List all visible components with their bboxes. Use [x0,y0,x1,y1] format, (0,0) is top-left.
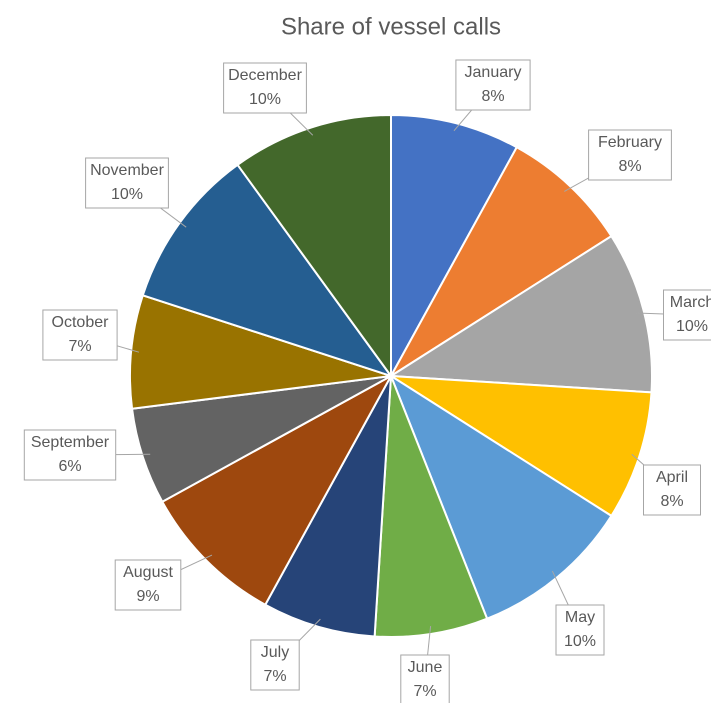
value-label: 10% [111,186,143,203]
label-box [85,157,169,209]
value-label: 9% [136,588,159,605]
chart-title: Share of vessel calls [281,13,501,40]
label-box [555,604,605,656]
category-label: May [565,609,595,626]
category-label: April [656,469,688,486]
value-label: 8% [660,493,683,510]
value-label: 6% [58,458,81,475]
category-label: December [228,67,302,84]
label-box [455,59,531,111]
value-label: 10% [564,633,596,650]
label-box [23,429,117,481]
category-label: August [123,564,173,581]
value-label: 7% [68,338,91,355]
category-label: February [598,134,662,151]
label-box [663,289,711,341]
label-box [223,62,307,114]
label-box [643,464,701,516]
value-label: 7% [263,668,286,685]
label-box [250,639,300,691]
pie-slice [160,373,394,607]
pie-slice [390,375,653,518]
label-box [588,129,672,181]
label-box [42,309,118,361]
category-label: October [52,314,110,331]
pie-slice [388,373,613,620]
pie-slice [387,234,653,394]
category-label: November [90,162,164,179]
category-label: July [261,644,289,661]
pie-slice [129,294,392,410]
label-box [400,654,450,703]
category-label: September [31,434,110,451]
value-label: 7% [413,683,436,700]
category-label: March [670,294,711,311]
value-label: 8% [481,88,504,105]
category-label: June [408,659,443,676]
category-label: January [465,64,522,81]
value-label: 10% [249,91,281,108]
pie-slice [390,113,519,377]
pie-slice [390,145,613,377]
pie-slice [373,375,489,638]
pie-slice [263,375,392,638]
value-label: 8% [618,158,641,175]
value-label: 10% [676,318,708,335]
label-box [114,559,182,611]
pie-slice [236,113,392,380]
